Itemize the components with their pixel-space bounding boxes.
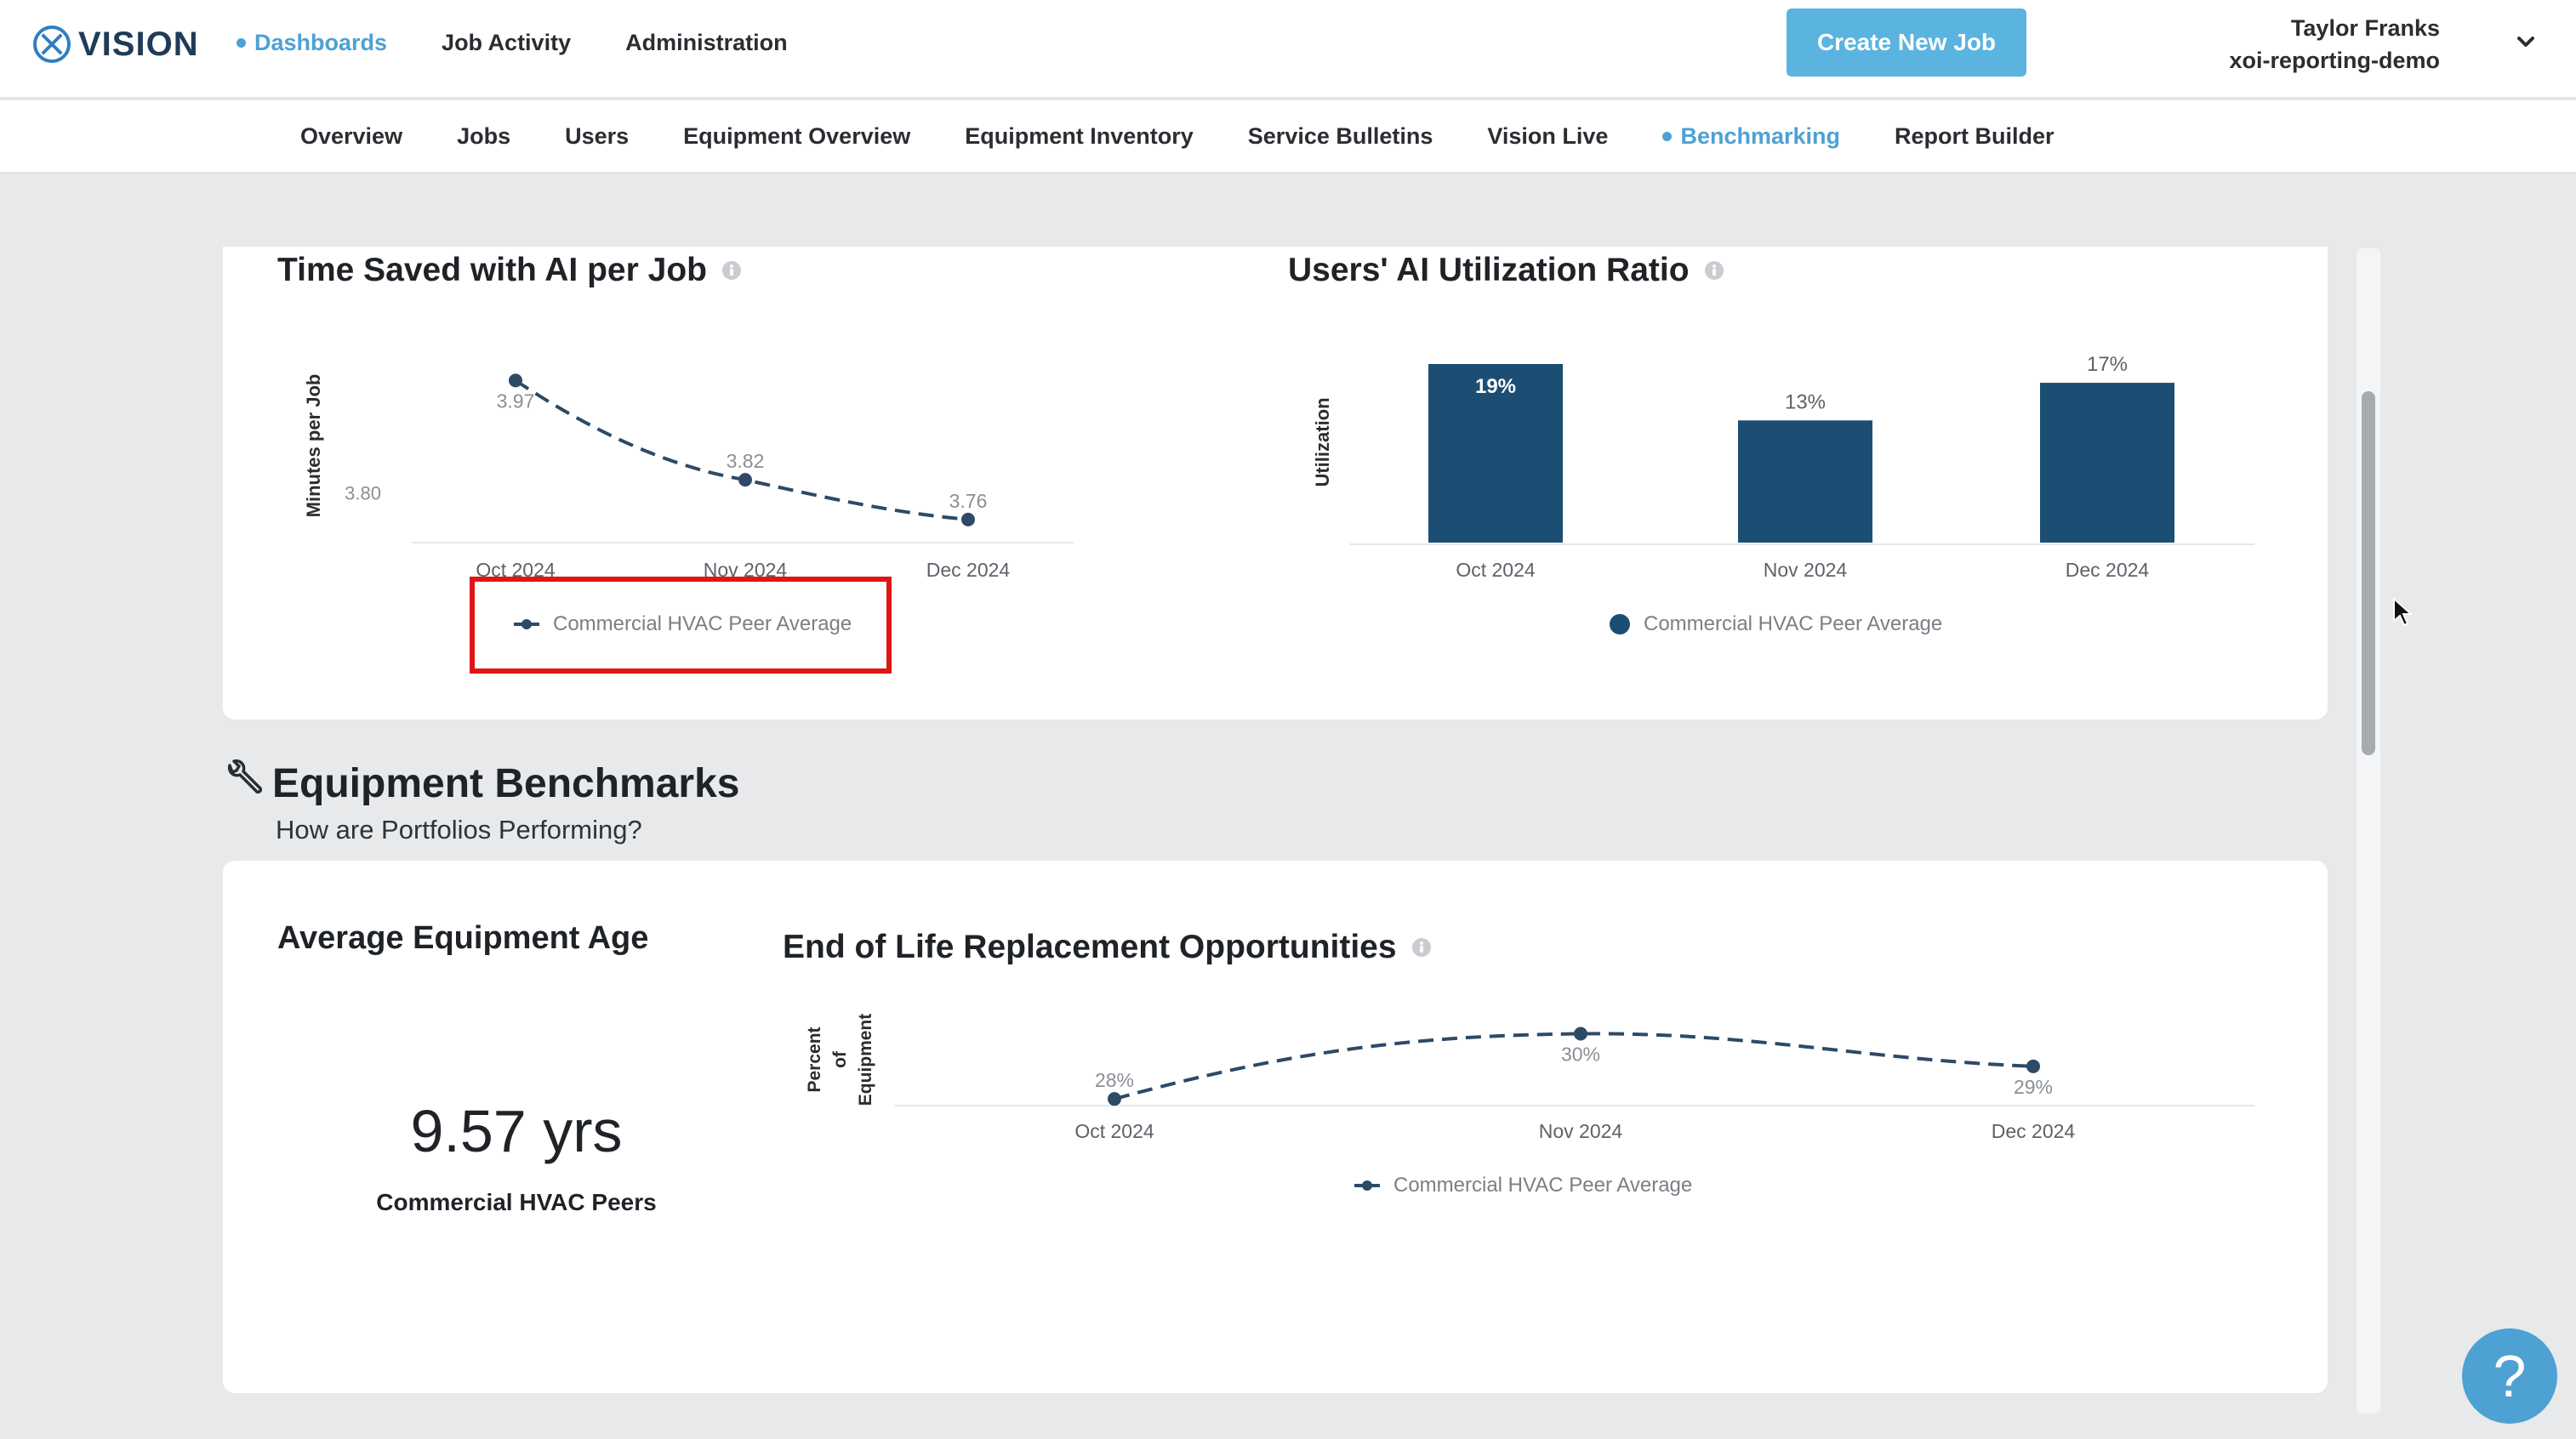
eol-title: End of Life Replacement Opportunities [783, 929, 1431, 966]
time-saved-title: Time Saved with AI per Job [277, 252, 741, 289]
data-label: 19% [1475, 375, 1516, 398]
info-icon[interactable] [1411, 938, 1431, 957]
x-tick-label: Dec 2024 [2066, 559, 2150, 581]
data-label: 17% [2087, 353, 2128, 376]
data-point [509, 373, 522, 388]
legend-label: Commercial HVAC Peer Average [553, 612, 852, 635]
nav-administration-label: Administration [625, 29, 788, 55]
utilization-title: Users' AI Utilization Ratio [1288, 252, 1724, 289]
data-point [961, 512, 975, 526]
y-axis-label: Utilization [1312, 397, 1333, 486]
bar [2040, 383, 2174, 543]
create-new-job-button[interactable]: Create New Job [1787, 9, 2026, 77]
help-button[interactable]: ? [2462, 1328, 2557, 1424]
time-saved-title-text: Time Saved with AI per Job [277, 252, 707, 288]
data-point [1108, 1092, 1121, 1106]
x-tick-label: Oct 2024 [1456, 559, 1536, 581]
wrench-icon [227, 759, 263, 794]
nav-dashboards-label: Dashboards [254, 29, 388, 55]
x-tick-label: Nov 2024 [1764, 559, 1848, 581]
user-menu[interactable]: Taylor Franks xoi-reporting-demo [2230, 12, 2441, 77]
tab-vision-live[interactable]: Vision Live [1487, 122, 1609, 149]
nav-job-activity-label: Job Activity [442, 29, 572, 55]
x-tick-label: Dec 2024 [1992, 1120, 2076, 1142]
legend-dot-icon [1610, 614, 1630, 634]
y-axis-label: of [830, 1050, 850, 1068]
data-point [1574, 1027, 1587, 1041]
data-label: 3.76 [949, 490, 988, 512]
mouse-cursor-icon [2393, 597, 2413, 627]
bar [1428, 364, 1563, 543]
org-name: xoi-reporting-demo [2229, 48, 2441, 73]
equipment-card [223, 861, 2328, 1393]
legend-line-icon [514, 619, 539, 629]
ai-benchmarks-card [223, 247, 2328, 720]
data-label: 3.97 [497, 390, 535, 412]
y-axis-label: Equipment [856, 1014, 875, 1106]
average-age-label: Commercial HVAC Peers [376, 1189, 657, 1215]
active-dot-icon [1662, 131, 1673, 141]
app-name: VISION [78, 25, 199, 63]
legend-line-icon [1354, 1180, 1380, 1191]
legend-label: Commercial HVAC Peer Average [1644, 612, 1943, 635]
tab-jobs[interactable]: Jobs [457, 122, 511, 149]
tab-benchmarking[interactable]: Benchmarking [1662, 123, 1840, 150]
x-tick-label: Dec 2024 [926, 559, 1011, 581]
data-label: 29% [2014, 1076, 2053, 1098]
average-age-title: Average Equipment Age [277, 920, 649, 956]
info-icon[interactable] [1704, 261, 1724, 280]
scrollbar-thumb[interactable] [2362, 391, 2375, 755]
data-point [738, 473, 752, 487]
x-tick-label: Nov 2024 [1539, 1120, 1623, 1142]
y-axis-label: Minutes per Job [303, 374, 324, 518]
x-tick-label: Oct 2024 [1074, 1120, 1154, 1142]
utilization-legend[interactable]: Commercial HVAC Peer Average [1610, 612, 1942, 636]
utilization-chart: Utilization 19% 13% 17% Oct 2024 Nov 2024 Dec … [1312, 353, 2254, 581]
tab-equipment-overview[interactable]: Equipment Overview [683, 122, 911, 149]
bar [1738, 420, 1872, 543]
data-label: 28% [1095, 1069, 1134, 1091]
average-age-value: 9.57 yrs [410, 1098, 623, 1164]
info-icon[interactable] [721, 261, 741, 280]
tab-equipment-inventory[interactable]: Equipment Inventory [965, 122, 1194, 149]
tab-report-builder[interactable]: Report Builder [1895, 122, 2055, 149]
sub-nav: Overview Jobs Users Equipment Overview E… [0, 100, 2576, 172]
nav-dashboards[interactable]: Dashboards [237, 30, 387, 56]
y-axis-label: Percent [805, 1027, 824, 1092]
chevron-down-icon[interactable] [2513, 29, 2539, 54]
top-bar: VISION Dashboards Job Activity Administr… [0, 0, 2576, 99]
y-tick-label: 3.80 [345, 483, 381, 504]
tab-benchmarking-label: Benchmarking [1680, 122, 1841, 149]
eol-title-text: End of Life Replacement Opportunities [783, 929, 1397, 965]
main-nav: Dashboards Job Activity Administration [237, 0, 842, 85]
vision-logo-icon [33, 26, 71, 63]
data-label: 30% [1561, 1044, 1600, 1066]
user-name: Taylor Franks [2290, 15, 2440, 41]
active-dot-icon [237, 37, 246, 48]
app-logo[interactable]: VISION [32, 22, 199, 66]
nav-administration[interactable]: Administration [625, 30, 788, 56]
section-title: Equipment Benchmarks [272, 761, 740, 806]
legend-label: Commercial HVAC Peer Average [1393, 1174, 1693, 1197]
series-line [1114, 1032, 2034, 1101]
eol-chart: Percent of Equipment 28% 30% 29% Oct 2024 Nov 2… [805, 1014, 2254, 1142]
tab-overview[interactable]: Overview [300, 122, 403, 149]
eol-legend[interactable]: Commercial HVAC Peer Average [1354, 1174, 1692, 1197]
tab-users[interactable]: Users [565, 122, 630, 149]
utilization-title-text: Users' AI Utilization Ratio [1288, 252, 1690, 288]
data-label: 3.82 [727, 450, 765, 472]
question-icon: ? [2493, 1343, 2527, 1409]
tab-service-bulletins[interactable]: Service Bulletins [1247, 122, 1433, 149]
nav-job-activity[interactable]: Job Activity [442, 30, 571, 56]
time-saved-legend[interactable]: Commercial HVAC Peer Average [514, 612, 852, 636]
highlight-box [470, 577, 892, 674]
data-label: 13% [1785, 390, 1826, 413]
data-point [2026, 1059, 2040, 1073]
section-subtitle: How are Portfolios Performing? [276, 815, 642, 845]
